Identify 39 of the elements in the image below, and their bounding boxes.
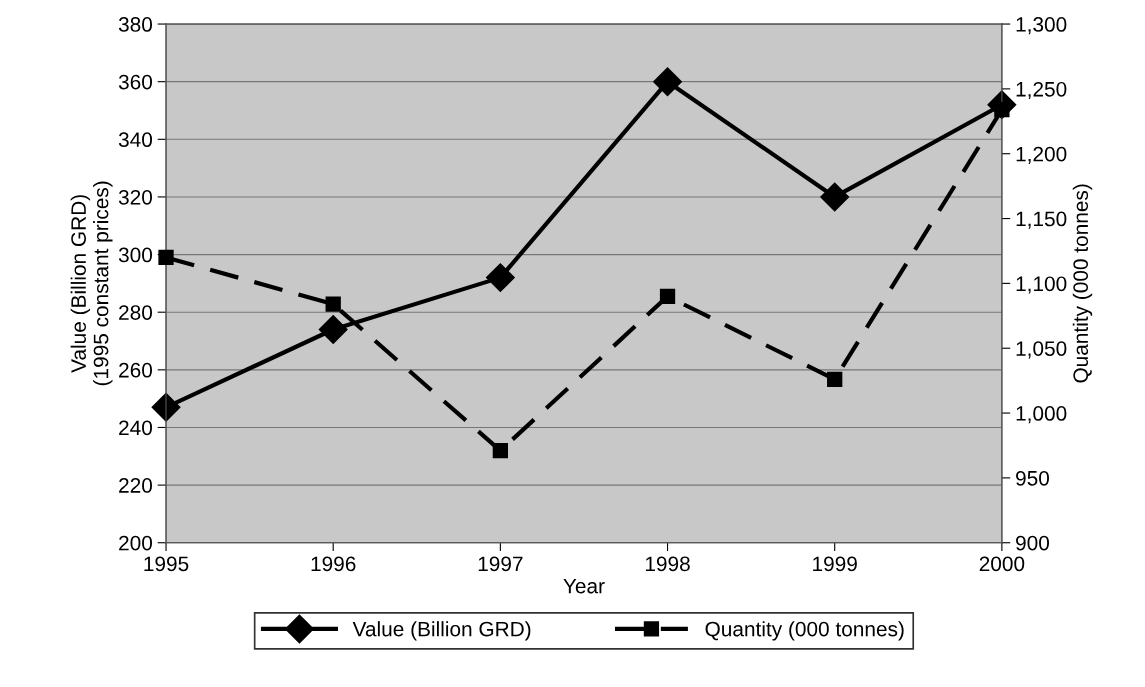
y2-tick-label: 1,300 — [1016, 17, 1067, 35]
point — [318, 315, 348, 344]
y-tick-label: 360 — [118, 74, 153, 90]
y2-tick-label: 1,250 — [1016, 81, 1067, 100]
y-tick-label: 220 — [119, 478, 153, 493]
y2-tick-label: 1,100 — [1016, 276, 1067, 294]
y2-tick-label: 950 — [1016, 470, 1050, 486]
y-tick-label: 240 — [119, 420, 153, 436]
legend-label: Value (Billion GRD) — [352, 621, 531, 641]
point — [492, 443, 509, 459]
x-tick-label: 1998 — [645, 556, 690, 572]
x-tick-label: 1997 — [478, 556, 523, 572]
x-tick-label: 2000 — [979, 556, 1025, 572]
legend-label: Quantity (000 tonnes) — [705, 621, 904, 641]
y2-tick-label: 1,150 — [1016, 211, 1067, 229]
point — [827, 371, 843, 387]
y-tick-label: 260 — [119, 362, 153, 378]
x-tick-label: 1996 — [311, 556, 356, 572]
point — [653, 67, 682, 97]
y2-tick-label: 1,000 — [1016, 406, 1067, 424]
y-tick-label: 380 — [118, 17, 153, 32]
point — [485, 263, 515, 293]
y-tick-label: 300 — [118, 247, 153, 263]
point — [325, 296, 341, 312]
point — [158, 249, 174, 266]
x-tick-label: 1995 — [144, 556, 189, 572]
point — [659, 288, 676, 304]
y2-axis-title: Quantity (000 tonnes) — [1072, 184, 1093, 383]
y2-tick-label: 1,050 — [1016, 341, 1067, 359]
y2-tick-label: 900 — [1016, 535, 1050, 551]
y-tick-label: 280 — [119, 305, 153, 320]
y-tick-label: 320 — [118, 189, 153, 205]
x-tick-label: 1999 — [813, 556, 857, 572]
point — [820, 182, 850, 212]
y-tick-label: 200 — [119, 535, 153, 551]
y-tick-label: 340 — [118, 132, 153, 148]
y2-tick-label: 1,200 — [1016, 146, 1067, 164]
x-axis-title: Year — [563, 578, 605, 594]
y-axis-title: Value (Billion GRD) (1995 constant prices) — [70, 181, 113, 386]
